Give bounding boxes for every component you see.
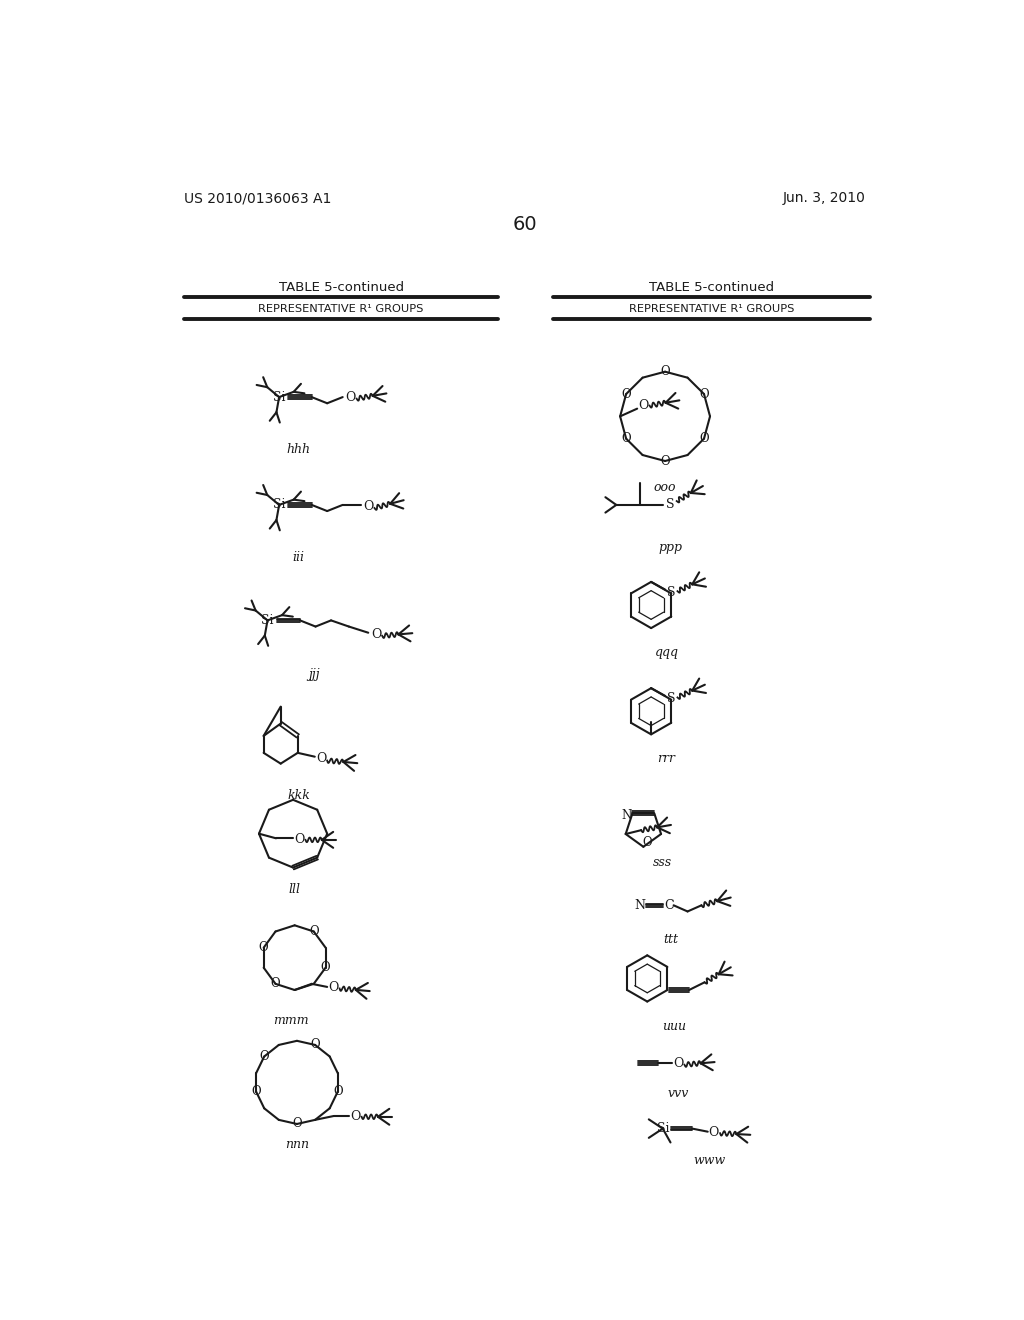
- Text: S: S: [667, 586, 676, 599]
- Text: O: O: [259, 941, 268, 954]
- Text: O: O: [660, 366, 670, 379]
- Text: nnn: nnn: [285, 1138, 309, 1151]
- Text: O: O: [642, 836, 652, 849]
- Text: ttt: ttt: [663, 933, 678, 946]
- Text: O: O: [328, 981, 339, 994]
- Text: O: O: [292, 1118, 302, 1130]
- Text: O: O: [660, 454, 670, 467]
- Text: Jun. 3, 2010: Jun. 3, 2010: [783, 191, 866, 206]
- Text: O: O: [259, 1049, 269, 1063]
- Text: ooo: ooo: [654, 482, 676, 495]
- Text: N: N: [634, 899, 645, 912]
- Text: O: O: [345, 391, 355, 404]
- Text: O: O: [294, 833, 304, 846]
- Text: C: C: [665, 899, 674, 912]
- Text: O: O: [321, 961, 331, 974]
- Text: O: O: [709, 1126, 719, 1139]
- Text: O: O: [310, 1039, 319, 1052]
- Text: hhh: hhh: [287, 444, 310, 455]
- Text: O: O: [350, 1110, 360, 1122]
- Text: O: O: [315, 752, 327, 766]
- Text: sss: sss: [653, 857, 673, 870]
- Text: REPRESENTATIVE R¹ GROUPS: REPRESENTATIVE R¹ GROUPS: [629, 305, 795, 314]
- Text: N: N: [622, 809, 632, 822]
- Text: uuu: uuu: [663, 1019, 686, 1032]
- Text: O: O: [622, 432, 631, 445]
- Text: O: O: [673, 1057, 683, 1071]
- Text: vvv: vvv: [668, 1088, 689, 1101]
- Text: www: www: [693, 1155, 725, 1167]
- Text: O: O: [333, 1085, 343, 1098]
- Text: US 2010/0136063 A1: US 2010/0136063 A1: [183, 191, 331, 206]
- Text: mmm: mmm: [273, 1014, 308, 1027]
- Text: O: O: [638, 399, 648, 412]
- Text: S: S: [667, 693, 676, 705]
- Text: lll: lll: [289, 883, 301, 896]
- Text: REPRESENTATIVE R¹ GROUPS: REPRESENTATIVE R¹ GROUPS: [258, 305, 424, 314]
- Text: 60: 60: [512, 215, 538, 234]
- Text: O: O: [699, 388, 709, 400]
- Text: O: O: [699, 432, 709, 445]
- Text: O: O: [371, 628, 381, 640]
- Text: TABLE 5-continued: TABLE 5-continued: [649, 281, 774, 294]
- Text: Si: Si: [656, 1122, 669, 1135]
- Text: iii: iii: [293, 550, 304, 564]
- Text: TABLE 5-continued: TABLE 5-continued: [279, 281, 403, 294]
- Text: S: S: [667, 499, 675, 511]
- Text: Si: Si: [272, 499, 286, 511]
- Text: Si: Si: [261, 614, 273, 627]
- Text: kkk: kkk: [287, 788, 310, 801]
- Text: Si: Si: [272, 391, 286, 404]
- Text: O: O: [251, 1085, 261, 1098]
- Text: rrr: rrr: [657, 752, 676, 766]
- Text: O: O: [622, 388, 631, 400]
- Text: qqq: qqq: [654, 647, 679, 659]
- Text: jjj: jjj: [308, 668, 319, 681]
- Text: O: O: [309, 925, 318, 939]
- Text: O: O: [270, 977, 281, 990]
- Text: O: O: [364, 500, 374, 513]
- Text: ppp: ppp: [658, 541, 683, 554]
